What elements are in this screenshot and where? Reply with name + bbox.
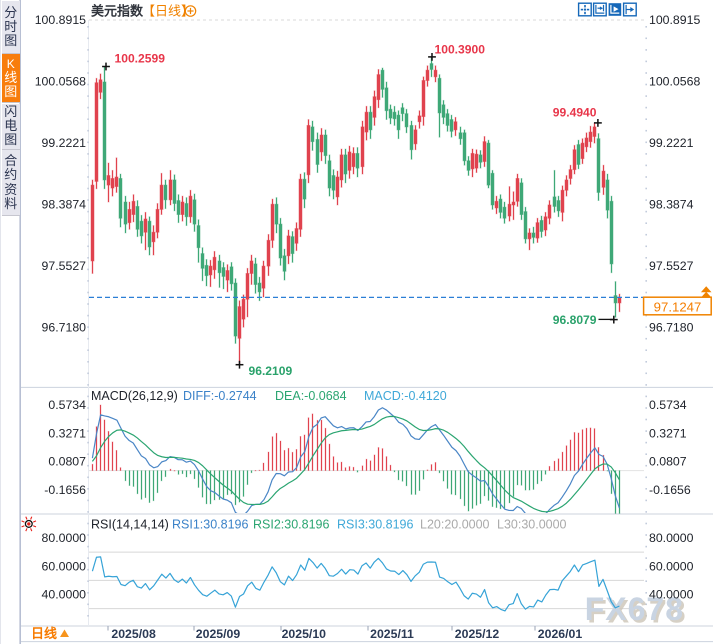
svg-text:97.5527: 97.5527 (649, 259, 694, 273)
svg-text:100.3900: 100.3900 (435, 43, 486, 57)
svg-text:2025/09: 2025/09 (196, 627, 241, 641)
svg-text:-0.1656: -0.1656 (649, 483, 691, 497)
svg-text:40.0000: 40.0000 (42, 588, 87, 602)
svg-text:0.5734: 0.5734 (649, 398, 687, 412)
svg-text:80.0000: 80.0000 (42, 531, 87, 545)
svg-text:96.2109: 96.2109 (249, 364, 293, 378)
svg-text:60.0000: 60.0000 (42, 559, 87, 573)
svg-text:0.0807: 0.0807 (48, 455, 86, 469)
svg-text:DEA:-0.0684: DEA:-0.0684 (275, 389, 347, 403)
svg-text:0.3271: 0.3271 (48, 426, 86, 440)
svg-text:98.3874: 98.3874 (649, 198, 694, 212)
svg-text:96.8079: 96.8079 (553, 313, 597, 327)
svg-text:美元指数: 美元指数 (91, 3, 144, 18)
svg-text:100.0568: 100.0568 (35, 75, 86, 89)
svg-text:-0.1656: -0.1656 (44, 483, 86, 497)
svg-text:2026/01: 2026/01 (538, 627, 583, 641)
svg-text:FX678: FX678 (585, 591, 684, 627)
svg-text:99.4940: 99.4940 (553, 106, 597, 120)
svg-text:2025/10: 2025/10 (282, 627, 327, 641)
svg-text:MACD:-0.4120: MACD:-0.4120 (364, 389, 447, 403)
svg-text:99.2221: 99.2221 (649, 136, 694, 150)
svg-text:100.8915: 100.8915 (35, 13, 86, 27)
svg-text:RSI3:30.8196: RSI3:30.8196 (337, 518, 413, 532)
svg-text:RSI(14,14,14): RSI(14,14,14) (91, 518, 169, 532)
svg-text:96.7180: 96.7180 (649, 321, 694, 335)
svg-text:RSI1:30.8196: RSI1:30.8196 (172, 518, 248, 532)
svg-text:2025/12: 2025/12 (455, 627, 500, 641)
svg-text:FX678: FX678 (587, 594, 686, 630)
svg-text:DIFF:-0.2744: DIFF:-0.2744 (183, 389, 257, 403)
svg-text:L20:20.0000: L20:20.0000 (420, 518, 490, 532)
svg-text:100.8915: 100.8915 (649, 13, 700, 27)
svg-text:【日线】: 【日线】 (142, 3, 194, 18)
svg-text:98.3874: 98.3874 (42, 198, 87, 212)
svg-text:40.0000: 40.0000 (649, 588, 694, 602)
svg-text:RSI2:30.8196: RSI2:30.8196 (253, 518, 329, 532)
svg-text:99.2221: 99.2221 (42, 136, 87, 150)
svg-text:L30:30.0000: L30:30.0000 (497, 518, 567, 532)
svg-text:97.1247: 97.1247 (654, 299, 702, 314)
svg-text:2025/11: 2025/11 (370, 627, 414, 641)
svg-text:96.7180: 96.7180 (42, 321, 87, 335)
svg-text:日线: 日线 (31, 626, 57, 641)
svg-text:2025/08: 2025/08 (111, 627, 156, 641)
svg-text:0.0807: 0.0807 (649, 455, 687, 469)
svg-text:0.3271: 0.3271 (649, 426, 687, 440)
svg-text:MACD(26,12,9): MACD(26,12,9) (91, 389, 178, 403)
svg-text:100.0568: 100.0568 (649, 75, 700, 89)
svg-text:0.5734: 0.5734 (48, 398, 86, 412)
svg-text:97.5527: 97.5527 (42, 259, 87, 273)
svg-text:80.0000: 80.0000 (649, 531, 694, 545)
svg-text:100.2599: 100.2599 (115, 52, 166, 66)
svg-text:60.0000: 60.0000 (649, 559, 694, 573)
